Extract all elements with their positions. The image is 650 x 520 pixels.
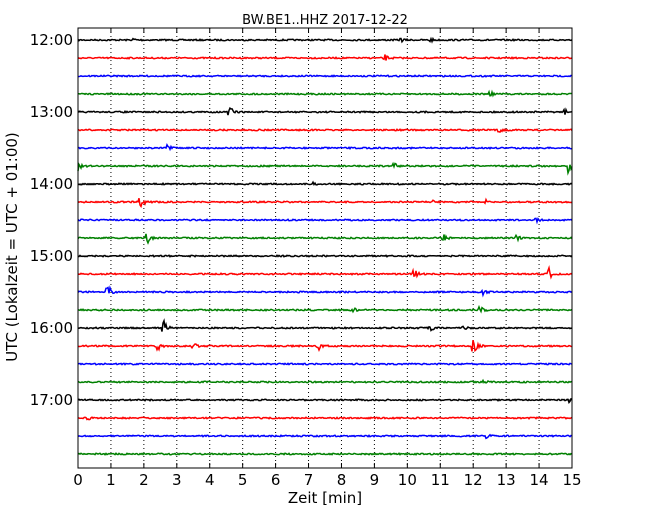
trace-line	[77, 318, 573, 332]
y-tick-label: 12:00	[30, 31, 73, 49]
trace-line	[77, 233, 573, 245]
trace-line	[77, 304, 573, 314]
x-tick-label: 6	[271, 471, 281, 489]
x-tick-label: 9	[370, 471, 380, 489]
x-tick-label: 2	[139, 471, 149, 489]
trace-line	[77, 161, 573, 176]
x-tick-label: 14	[530, 471, 549, 489]
trace-line	[77, 142, 573, 152]
y-axis-label: UTC (Lokalzeit = UTC + 01:00)	[3, 132, 21, 362]
trace-line	[77, 285, 573, 298]
trace-line	[77, 197, 573, 209]
trace-line	[77, 74, 573, 78]
x-tick-label: 4	[205, 471, 215, 489]
trace-line	[77, 397, 573, 404]
y-tick-label: 15:00	[30, 247, 73, 265]
x-tick-label: 12	[464, 471, 483, 489]
x-tick-label: 0	[73, 471, 83, 489]
trace-line	[77, 264, 573, 280]
trace-line	[77, 127, 573, 133]
x-tick-label: 7	[304, 471, 314, 489]
trace-line	[77, 54, 573, 61]
trace-line	[77, 106, 573, 116]
trace-line	[77, 378, 573, 384]
x-axis-label: Zeit [min]	[288, 489, 362, 507]
vertical-grid	[110, 28, 540, 468]
x-tick-label: 3	[172, 471, 182, 489]
y-tick-label: 13:00	[30, 103, 73, 121]
x-tick-label: 10	[398, 471, 417, 489]
trace-line	[77, 89, 572, 98]
x-tick-label: 5	[238, 471, 248, 489]
y-tick-label: 16:00	[30, 319, 73, 337]
trace-line	[77, 254, 573, 258]
trace-line	[77, 433, 573, 440]
x-tick-label: 11	[431, 471, 450, 489]
trace-line	[77, 362, 573, 366]
trace-line	[77, 217, 573, 225]
trace-line	[77, 36, 573, 44]
y-tick-label: 17:00	[30, 391, 73, 409]
trace-line	[77, 416, 573, 421]
y-tick-label: 14:00	[30, 175, 73, 193]
plot-frame	[77, 27, 573, 469]
x-axis-ticks: 0 1 2 3 4 5 6 7 8 9 10 11 12 13 14 15	[73, 28, 582, 489]
y-axis-ticks: 12:00 13:00 14:00 15:00 16:00 17:00	[30, 31, 572, 409]
chart-title: BW.BE1..HHZ 2017-12-22	[242, 13, 408, 28]
trace-line	[77, 340, 573, 353]
x-tick-label: 15	[562, 471, 581, 489]
trace-line	[77, 452, 573, 456]
x-tick-label: 13	[497, 471, 516, 489]
x-tick-label: 8	[337, 471, 347, 489]
trace-group	[77, 36, 573, 456]
trace-line	[77, 180, 573, 187]
x-tick-label: 1	[106, 471, 116, 489]
